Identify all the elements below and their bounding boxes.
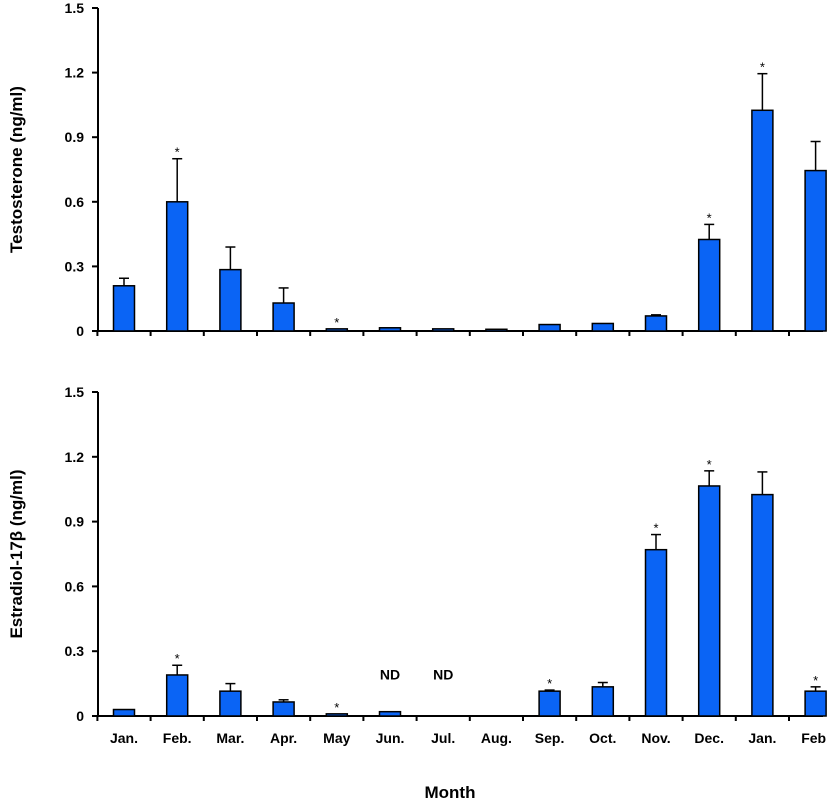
bar xyxy=(591,686,615,717)
x-tick-label: Feb. xyxy=(801,730,827,746)
x-tick-label: Jul. xyxy=(431,730,455,746)
y-tick-label: 1.2 xyxy=(65,449,85,465)
x-tick-label: Dec. xyxy=(694,730,724,746)
bar xyxy=(378,710,402,717)
y-tick-label: 0.9 xyxy=(65,129,85,145)
y-tick-label: 1.2 xyxy=(65,65,85,81)
estradiol-chart: Estradiol-17β (ng/ml) 0 0.3 0.6 0.9 1.2 1.5 Jan… xyxy=(7,384,827,746)
y-tick-label: 1.5 xyxy=(65,384,85,400)
bar xyxy=(431,328,455,332)
x-tick-label: Oct. xyxy=(589,730,616,746)
bar xyxy=(272,701,295,717)
bar xyxy=(697,238,721,332)
bar xyxy=(538,690,561,717)
significance-marker: * xyxy=(175,145,180,160)
significance-marker: * xyxy=(334,315,339,330)
x-tick-label: Jan. xyxy=(110,730,138,746)
bar xyxy=(751,109,774,332)
significance-marker: * xyxy=(813,673,818,688)
x-tick-label: Nov. xyxy=(641,730,670,746)
testosterone-chart: Testosterone (ng/ml) 0 0.3 0.6 0.9 1.2 1.5 * * * * xyxy=(7,0,827,339)
significance-marker: * xyxy=(175,651,180,666)
bar xyxy=(112,285,136,332)
y-tick-label: 0.9 xyxy=(65,514,85,530)
bar xyxy=(219,690,242,717)
x-tick-label: Mar. xyxy=(216,730,244,746)
bar xyxy=(112,708,136,717)
not-detected-label: ND xyxy=(380,666,400,682)
significance-marker: * xyxy=(653,521,658,536)
bar xyxy=(644,548,668,717)
y-tick-label: 0.6 xyxy=(65,578,85,594)
bar xyxy=(219,268,242,332)
not-detected-label: ND xyxy=(433,666,453,682)
x-tick-label: Feb. xyxy=(163,730,192,746)
y-tick-label: 0 xyxy=(76,708,84,724)
bar xyxy=(538,323,561,332)
bar xyxy=(165,201,189,332)
y-tick-label: 0.3 xyxy=(65,643,85,659)
bar xyxy=(751,493,774,717)
y-axis-title: Testosterone (ng/ml) xyxy=(7,86,26,253)
bar xyxy=(325,328,349,332)
x-tick-label: Apr. xyxy=(270,730,297,746)
bar xyxy=(272,302,295,332)
significance-marker: * xyxy=(707,210,712,225)
x-tick-label: Jun. xyxy=(376,730,405,746)
bar xyxy=(325,713,349,717)
y-axis-title: Estradiol-17β (ng/ml) xyxy=(7,469,26,638)
bar xyxy=(644,315,668,332)
bar xyxy=(165,674,189,717)
bar xyxy=(591,322,615,332)
x-tick-label: Sep. xyxy=(535,730,565,746)
bar xyxy=(804,690,827,717)
significance-marker: * xyxy=(707,457,712,472)
y-tick-label: 1.5 xyxy=(65,0,85,16)
bar xyxy=(804,169,827,332)
x-tick-label: May xyxy=(323,730,350,746)
x-tick-label: Aug. xyxy=(481,730,512,746)
y-tick-label: 0 xyxy=(76,323,84,339)
y-tick-label: 0.6 xyxy=(65,194,85,210)
bar xyxy=(697,485,721,717)
bar xyxy=(485,328,508,332)
x-tick-label: Jan. xyxy=(748,730,776,746)
significance-marker: * xyxy=(547,676,552,691)
significance-marker: * xyxy=(760,60,765,75)
y-tick-label: 0.3 xyxy=(65,258,85,274)
significance-marker: * xyxy=(334,700,339,715)
bar xyxy=(378,327,402,332)
x-axis-title: Month xyxy=(425,783,476,802)
